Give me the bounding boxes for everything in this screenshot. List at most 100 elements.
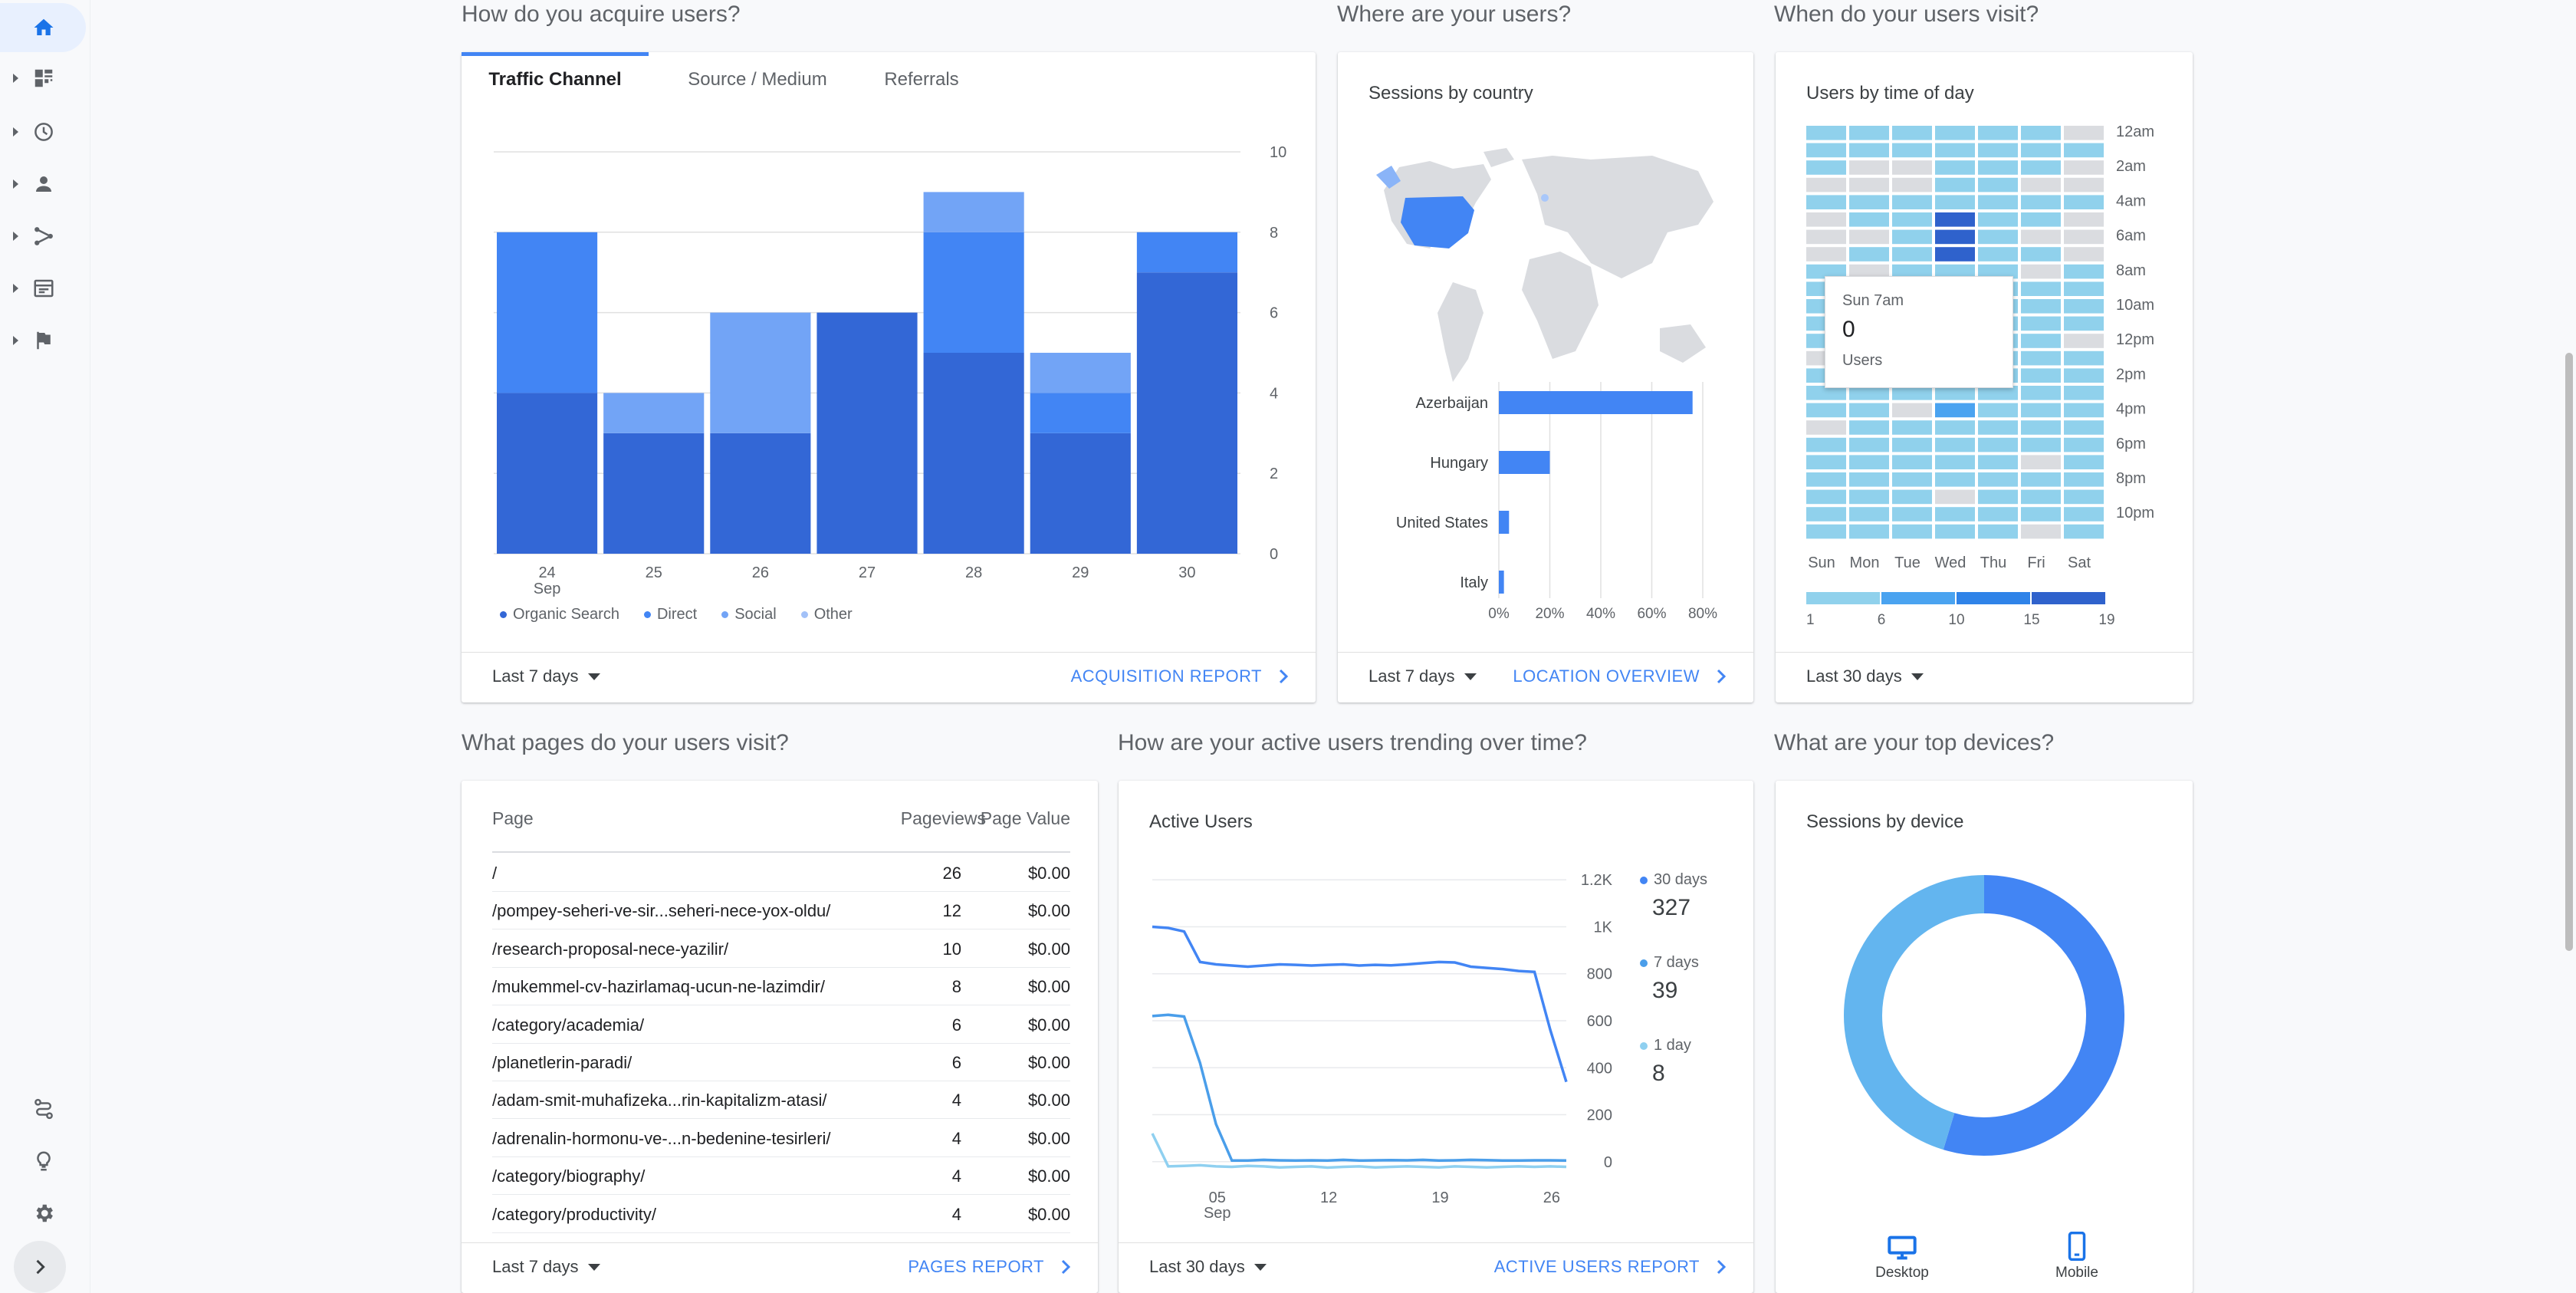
table-row[interactable]: /category/academia/6 $0.00 bbox=[492, 1006, 1070, 1044]
nav-realtime[interactable] bbox=[0, 107, 86, 156]
expand-sidebar-button[interactable] bbox=[14, 1241, 66, 1293]
pageviews-value: 4 bbox=[951, 1166, 961, 1186]
heatmap-cell bbox=[2021, 281, 2061, 296]
heatmap-cell bbox=[1978, 143, 2018, 158]
dropdown-arrow-icon bbox=[587, 673, 600, 680]
mobile-icon bbox=[2068, 1231, 2086, 1262]
active-users-card: Active Users 0 200 400 600 800 1K 1.2K 05 12 19 26… bbox=[1119, 781, 1753, 1293]
card-title: Sessions by device bbox=[1806, 811, 1964, 832]
page-value: $0.00 bbox=[1027, 1166, 1070, 1186]
chevron-right-icon bbox=[36, 1259, 45, 1275]
table-row[interactable]: /category/productivity/4 $0.00 bbox=[492, 1196, 1070, 1233]
line-series-30-days bbox=[1152, 925, 1568, 1083]
card-title: Sessions by country bbox=[1368, 83, 1533, 104]
acquisition-report-link[interactable]: ACQUISITION REPORT bbox=[1071, 666, 1290, 686]
date-range-dropdown[interactable]: Last 30 days bbox=[1806, 666, 1924, 686]
card-title: Users by time of day bbox=[1806, 83, 1974, 104]
active-tab-indicator bbox=[462, 52, 649, 56]
heatmap-cell bbox=[1892, 386, 1932, 400]
section-title-devices: What are your top devices? bbox=[1774, 730, 2055, 755]
table-row[interactable]: /adam-smit-muhafizeka...rin-kapitalizm-a… bbox=[492, 1081, 1070, 1120]
page-path[interactable]: /pompey-seheri-ve-sir...seheri-nece-yox-… bbox=[492, 901, 831, 921]
legend-30-days: 30 days 327 bbox=[1640, 871, 1707, 921]
heatmap-cell bbox=[2021, 524, 2061, 539]
heatmap-cell bbox=[1978, 126, 2018, 140]
heatmap-cell bbox=[2021, 299, 2061, 314]
page-path[interactable]: /category/productivity/ bbox=[492, 1204, 656, 1224]
nav-attribution[interactable] bbox=[0, 1084, 86, 1133]
page-path[interactable]: /planetlerin-paradi/ bbox=[492, 1053, 632, 1072]
nav-behavior[interactable] bbox=[0, 264, 86, 313]
country-bar bbox=[1499, 511, 1510, 534]
table-row[interactable]: /adrenalin-hormonu-ve-...n-bedenine-tesi… bbox=[492, 1120, 1070, 1157]
heatmap-cell bbox=[2064, 350, 2104, 366]
page-path[interactable]: /adam-smit-muhafizeka...rin-kapitalizm-a… bbox=[492, 1091, 827, 1110]
heatmap-cell bbox=[1935, 229, 1975, 245]
table-row[interactable]: /mukemmel-cv-hazirlamaq-ucun-ne-lazimdir… bbox=[492, 968, 1070, 1006]
location-overview-link[interactable]: LOCATION OVERVIEW bbox=[1513, 666, 1727, 686]
date-range-dropdown[interactable]: Last 7 days bbox=[492, 666, 600, 686]
hour-label: 6pm bbox=[2116, 436, 2146, 452]
page-path[interactable]: /research-proposal-nece-yazilir/ bbox=[492, 939, 729, 959]
y-tick-label: 0 bbox=[1604, 1154, 1612, 1171]
hour-label: 2am bbox=[2116, 158, 2146, 175]
y-tick-label: 4 bbox=[1270, 385, 1278, 402]
page-value: $0.00 bbox=[1027, 1128, 1070, 1148]
tab-traffic-channel[interactable]: Traffic Channel bbox=[488, 69, 622, 90]
page-path[interactable]: /category/academia/ bbox=[492, 1015, 645, 1035]
line-series-1-day bbox=[1151, 1133, 1567, 1170]
heatmap-cell bbox=[2064, 229, 2104, 245]
heatmap-cell bbox=[1892, 420, 1932, 435]
date-range-dropdown[interactable]: Last 7 days bbox=[492, 1257, 600, 1277]
table-row[interactable]: /pompey-seheri-ve-sir...seheri-nece-yox-… bbox=[492, 892, 1070, 930]
heatmap-cell bbox=[1892, 489, 1932, 505]
pages-report-link[interactable]: PAGES REPORT bbox=[908, 1257, 1072, 1277]
date-range-dropdown[interactable]: Last 30 days bbox=[1149, 1257, 1267, 1277]
country-label: Hungary bbox=[1430, 455, 1488, 472]
heatmap-cell bbox=[1806, 524, 1846, 539]
heatmap-cell bbox=[2021, 472, 2061, 487]
page-path[interactable]: / bbox=[492, 864, 498, 883]
day-label: Sun bbox=[1808, 554, 1835, 571]
page-scrollbar[interactable] bbox=[2565, 353, 2573, 951]
country-card: Sessions by country 0% 20% 40% 60% 80% Azerba… bbox=[1338, 52, 1753, 702]
scale-label: 10 bbox=[1948, 612, 1964, 628]
nav-home[interactable] bbox=[0, 3, 86, 52]
tab-referrals[interactable]: Referrals bbox=[884, 69, 959, 90]
line-series-7-days bbox=[1152, 1013, 1567, 1163]
page-value: $0.00 bbox=[1027, 901, 1070, 921]
section-title-pages: What pages do your users visit? bbox=[462, 730, 789, 755]
heatmap-cell bbox=[1892, 472, 1932, 487]
table-row[interactable]: / 26 $0.00 bbox=[492, 854, 1070, 892]
table-row[interactable]: /research-proposal-nece-yazilir/10 $0.00 bbox=[492, 930, 1070, 968]
scale-label: 1 bbox=[1806, 612, 1815, 628]
tab-source-medium[interactable]: Source / Medium bbox=[688, 69, 827, 90]
day-label: Thu bbox=[1980, 554, 2006, 571]
heatmap-cell bbox=[1892, 437, 1932, 452]
heatmap-cell bbox=[2064, 386, 2104, 400]
nav-acquisition[interactable] bbox=[0, 212, 86, 261]
scale-label: 15 bbox=[2023, 612, 2039, 628]
heatmap-cell bbox=[2021, 247, 2061, 262]
nav-discover[interactable] bbox=[0, 1137, 86, 1186]
y-tick-label: 0 bbox=[1270, 546, 1278, 563]
flag-icon bbox=[37, 331, 51, 350]
nav-audience[interactable] bbox=[0, 160, 86, 209]
table-row[interactable]: /planetlerin-paradi/6 $0.00 bbox=[492, 1044, 1070, 1081]
devices-card: Sessions by device Desktop Mobile bbox=[1776, 781, 2193, 1293]
table-row[interactable]: /category/biography/4 $0.00 bbox=[492, 1157, 1070, 1196]
heatmap-cell bbox=[2021, 160, 2061, 175]
heatmap-cell bbox=[1978, 177, 2018, 192]
page-path[interactable]: /mukemmel-cv-hazirlamaq-ucun-ne-lazimdir… bbox=[492, 977, 825, 997]
page-path[interactable]: /category/biography/ bbox=[492, 1166, 646, 1186]
pageviews-value: 12 bbox=[942, 901, 961, 921]
date-range-dropdown[interactable]: Last 7 days bbox=[1368, 666, 1477, 686]
nav-customization[interactable] bbox=[0, 54, 86, 103]
nav-admin[interactable] bbox=[0, 1189, 86, 1238]
nav-conversions[interactable] bbox=[0, 316, 86, 365]
active-users-report-link[interactable]: ACTIVE USERS REPORT bbox=[1494, 1257, 1727, 1277]
page-path[interactable]: /adrenalin-hormonu-ve-...n-bedenine-tesi… bbox=[492, 1128, 831, 1148]
acquisition-icon bbox=[34, 227, 53, 245]
heatmap-cell bbox=[1978, 212, 2018, 227]
heatmap-cell bbox=[1806, 195, 1846, 209]
